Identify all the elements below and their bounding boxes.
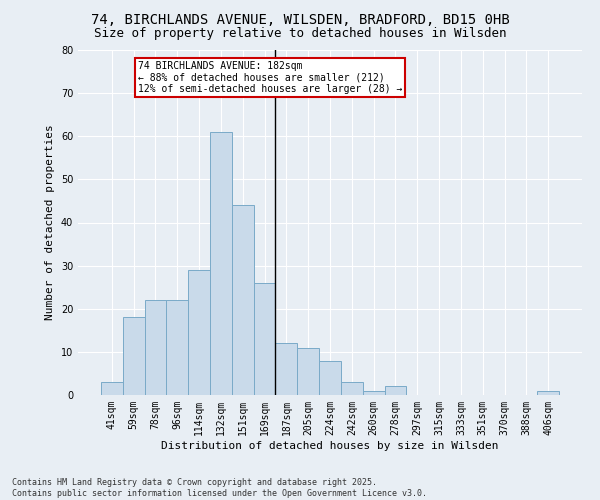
Bar — [210, 132, 232, 395]
Bar — [123, 318, 145, 395]
Bar — [145, 300, 166, 395]
Text: Size of property relative to detached houses in Wilsden: Size of property relative to detached ho… — [94, 28, 506, 40]
Bar — [166, 300, 188, 395]
Y-axis label: Number of detached properties: Number of detached properties — [45, 124, 55, 320]
X-axis label: Distribution of detached houses by size in Wilsden: Distribution of detached houses by size … — [161, 440, 499, 450]
Text: Contains HM Land Registry data © Crown copyright and database right 2025.
Contai: Contains HM Land Registry data © Crown c… — [12, 478, 427, 498]
Bar — [363, 390, 385, 395]
Bar — [232, 205, 254, 395]
Bar — [297, 348, 319, 395]
Bar — [537, 390, 559, 395]
Text: 74, BIRCHLANDS AVENUE, WILSDEN, BRADFORD, BD15 0HB: 74, BIRCHLANDS AVENUE, WILSDEN, BRADFORD… — [91, 12, 509, 26]
Bar — [188, 270, 210, 395]
Bar — [341, 382, 363, 395]
Bar — [275, 343, 297, 395]
Bar — [319, 360, 341, 395]
Text: 74 BIRCHLANDS AVENUE: 182sqm
← 88% of detached houses are smaller (212)
12% of s: 74 BIRCHLANDS AVENUE: 182sqm ← 88% of de… — [138, 61, 403, 94]
Bar — [385, 386, 406, 395]
Bar — [254, 283, 275, 395]
Bar — [101, 382, 123, 395]
